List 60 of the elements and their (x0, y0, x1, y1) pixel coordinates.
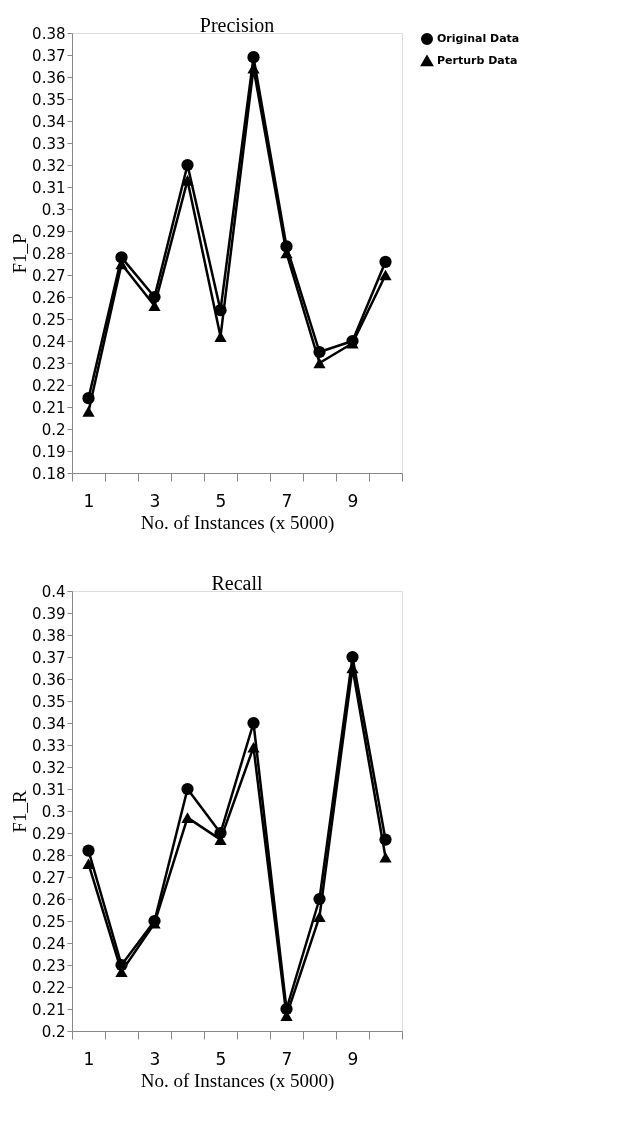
y-tick-label: 0.28 (32, 846, 66, 865)
y-tick-label: 0.29 (32, 222, 66, 241)
y-tick-label: 0.25 (32, 912, 66, 931)
y-tick-label: 0.34 (32, 112, 66, 131)
y-tick-label: 0.3 (41, 200, 66, 219)
y-tick-label: 0.39 (32, 604, 66, 623)
legend-label: Original Data (437, 32, 520, 45)
y-tick-label: 0.21 (32, 398, 66, 417)
y-tick-label: 0.24 (32, 934, 66, 953)
y-tick-label: 0.3 (41, 802, 66, 821)
legend-label: Perturb Data (437, 54, 518, 67)
x-tick-label: 1 (83, 490, 95, 511)
y-axis-title: F1_P (9, 233, 31, 274)
y-tick-label: 0.22 (32, 376, 66, 395)
y-tick-label: 0.29 (32, 824, 66, 843)
y-tick-label: 0.23 (32, 956, 66, 975)
y-tick-label: 0.18 (32, 464, 66, 483)
y-tick-label: 0.37 (32, 46, 66, 65)
y-tick-label: 0.28 (32, 244, 66, 263)
x-tick-label: 7 (281, 490, 293, 511)
y-tick-label: 0.31 (32, 780, 66, 799)
chart-title: Precision (199, 14, 275, 36)
chart-title: Recall (211, 572, 263, 594)
y-tick-label: 0.19 (32, 442, 66, 461)
y-tick-label: 0.27 (32, 266, 66, 285)
y-tick-label: 0.4 (41, 582, 66, 601)
y-axis-title: F1_R (9, 790, 31, 833)
y-tick-label: 0.38 (32, 626, 66, 645)
x-tick-label: 5 (215, 1048, 227, 1069)
x-tick-label: 9 (347, 1048, 359, 1069)
y-tick-label: 0.36 (32, 68, 66, 87)
y-tick-label: 0.33 (32, 134, 66, 153)
x-tick-label: 3 (149, 490, 161, 511)
x-tick-label: 9 (347, 490, 359, 511)
x-tick-label: 5 (215, 490, 227, 511)
x-tick-label: 1 (83, 1048, 95, 1069)
y-tick-label: 0.35 (32, 90, 66, 109)
y-tick-label: 0.2 (41, 1022, 66, 1041)
y-tick-label: 0.21 (32, 1000, 66, 1019)
x-axis-title: No. of Instances (x 5000) (140, 1069, 335, 1092)
y-tick-label: 0.24 (32, 332, 66, 351)
x-axis-title: No. of Instances (x 5000) (140, 511, 335, 534)
y-tick-label: 0.32 (32, 758, 66, 777)
y-tick-label: 0.37 (32, 648, 66, 667)
y-tick-label: 0.2 (41, 420, 66, 439)
y-tick-label: 0.36 (32, 670, 66, 689)
y-tick-label: 0.38 (32, 24, 66, 43)
y-tick-label: 0.32 (32, 156, 66, 175)
y-tick-label: 0.25 (32, 310, 66, 329)
y-tick-label: 0.23 (32, 354, 66, 373)
y-tick-label: 0.26 (32, 890, 66, 909)
y-tick-label: 0.35 (32, 692, 66, 711)
x-tick-label: 7 (281, 1048, 293, 1069)
y-tick-label: 0.31 (32, 178, 66, 197)
x-tick-label: 3 (149, 1048, 161, 1069)
y-tick-label: 0.27 (32, 868, 66, 887)
y-tick-label: 0.26 (32, 288, 66, 307)
y-tick-label: 0.22 (32, 978, 66, 997)
y-tick-label: 0.33 (32, 736, 66, 755)
y-tick-label: 0.34 (32, 714, 66, 733)
